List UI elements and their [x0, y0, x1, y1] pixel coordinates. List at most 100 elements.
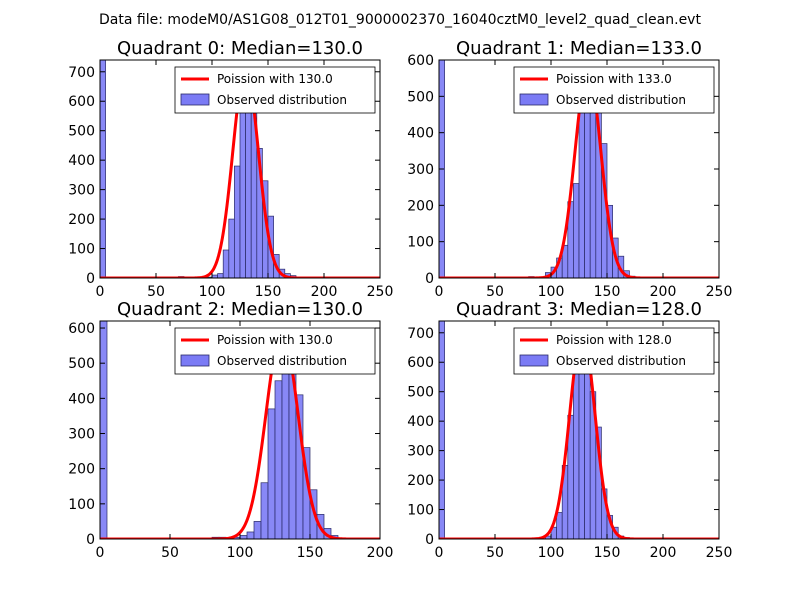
panel-title: Quadrant 3: Median=128.0: [456, 299, 702, 320]
y-tick-label: 400: [68, 391, 95, 407]
y-tick-label: 300: [407, 162, 434, 178]
histogram-bar: [578, 110, 585, 278]
x-tick-label: 150: [594, 545, 621, 561]
y-tick-label: 400: [68, 153, 95, 169]
x-tick-label: 100: [199, 284, 226, 300]
x-tick-label: 150: [297, 545, 324, 561]
legend: Poission with 130.0 Observed distribution: [174, 66, 376, 114]
histogram-bar: [228, 218, 235, 278]
y-tick-label: 600: [407, 53, 434, 69]
axes-frame: [99, 59, 381, 279]
histogram-bar: [100, 321, 108, 539]
y-tick-label: 600: [68, 94, 95, 110]
x-tick-label: 50: [486, 284, 504, 300]
x-tick-label: 200: [311, 284, 338, 300]
y-tick-label: 0: [86, 271, 95, 287]
x-tick-label: 100: [227, 545, 254, 561]
quadrant-0-panel: 0 50 100 150 200 250 0 100 200 300 400 500 600 700 Qua…: [68, 38, 393, 300]
y-tick-label: 100: [68, 497, 95, 513]
y-tick-label: 500: [407, 89, 434, 105]
quadrant-3-panel: 0 50 100 150 200 250 0 100 200 300 400 500 600 700 Qua…: [407, 299, 732, 561]
legend-label-observed: Observed distribution: [556, 93, 686, 107]
legend-label-fit: Poission with 130.0: [217, 333, 333, 347]
histogram-bar: [239, 535, 248, 539]
x-tick-label: 100: [538, 545, 565, 561]
y-tick-label: 100: [68, 242, 95, 258]
quadrant-2-panel: 0 50 100 150 200 0 100 200 300 400 500 600 Quadrant …: [68, 299, 393, 561]
legend-label-fit: Poission with 130.0: [217, 72, 333, 86]
y-tick-label: 0: [86, 532, 95, 548]
x-tick-label: 150: [594, 284, 621, 300]
legend-label-fit: Poission with 128.0: [556, 333, 672, 347]
x-tick-label: 200: [650, 284, 677, 300]
histogram-bar: [584, 103, 591, 278]
histogram-bar: [222, 249, 230, 278]
y-tick-label: 700: [407, 326, 434, 342]
x-tick-label: 50: [147, 284, 165, 300]
histogram-bar: [439, 321, 445, 539]
legend: Poission with 128.0 Observed distribution: [513, 327, 715, 375]
x-tick-label: 0: [435, 284, 444, 300]
y-tick-label: 200: [68, 212, 95, 228]
y-tick-label: 200: [407, 473, 434, 489]
histogram-bar: [260, 482, 269, 539]
histogram-bar: [578, 350, 585, 539]
x-tick-label: 250: [367, 284, 394, 300]
x-tick-label: 150: [255, 284, 282, 300]
y-tick-label: 700: [68, 65, 95, 81]
legend-bar-swatch: [180, 93, 210, 106]
figure-title: Data file: modeM0/AS1G08_012T01_90000023…: [99, 12, 701, 28]
y-tick-label: 600: [407, 355, 434, 371]
histogram-bars: [439, 321, 658, 539]
x-tick-label: 200: [650, 545, 677, 561]
x-tick-label: 100: [538, 284, 565, 300]
y-tick-label: 0: [425, 271, 434, 287]
histogram-bar: [573, 183, 580, 278]
panel-title: Quadrant 0: Median=130.0: [117, 38, 363, 59]
y-tick-label: 0: [425, 532, 434, 548]
y-tick-label: 100: [407, 503, 434, 519]
histogram-bar: [589, 85, 597, 278]
poisson-fit-line: [100, 330, 380, 539]
legend-bar-swatch: [519, 354, 549, 367]
y-tick-label: 300: [407, 444, 434, 460]
legend-bar-swatch: [519, 93, 549, 106]
y-tick-label: 200: [407, 198, 434, 214]
x-tick-label: 200: [367, 545, 394, 561]
legend: Poission with 130.0 Observed distribution: [174, 327, 376, 375]
legend-bar-swatch: [180, 354, 210, 367]
x-tick-label: 50: [486, 545, 504, 561]
x-tick-label: 0: [435, 545, 444, 561]
histogram-bar: [253, 521, 262, 539]
y-tick-label: 600: [68, 321, 95, 337]
histogram-bar: [234, 165, 241, 278]
histogram-bar: [267, 408, 276, 539]
histogram-bar: [239, 106, 246, 278]
y-tick-label: 300: [68, 183, 95, 199]
legend: Poission with 133.0 Observed distribution: [513, 66, 715, 114]
axes-frame: [438, 320, 720, 540]
histogram-bar: [245, 109, 252, 278]
histogram-bar: [556, 512, 563, 539]
histogram-bar: [217, 273, 224, 278]
y-tick-label: 500: [407, 385, 434, 401]
x-tick-label: 50: [161, 545, 179, 561]
quadrant-1-panel: 0 50 100 150 200 250 0 100 200 300 400 500 600 Quadra…: [407, 38, 732, 300]
y-tick-label: 400: [407, 126, 434, 142]
y-tick-label: 500: [68, 124, 95, 140]
panel-title: Quadrant 1: Median=133.0: [456, 38, 702, 59]
histogram-bar: [246, 531, 255, 539]
y-tick-label: 400: [407, 414, 434, 430]
x-tick-label: 250: [706, 284, 733, 300]
legend-label-fit: Poission with 133.0: [556, 72, 672, 86]
y-tick-label: 200: [68, 462, 95, 478]
histogram-bar: [274, 380, 283, 539]
x-tick-label: 0: [96, 545, 105, 561]
histogram-bar: [584, 361, 591, 539]
histogram-bar: [573, 364, 580, 539]
legend-label-observed: Observed distribution: [217, 354, 347, 368]
legend-label-observed: Observed distribution: [556, 354, 686, 368]
y-tick-label: 300: [68, 427, 95, 443]
legend-label-observed: Observed distribution: [217, 93, 347, 107]
